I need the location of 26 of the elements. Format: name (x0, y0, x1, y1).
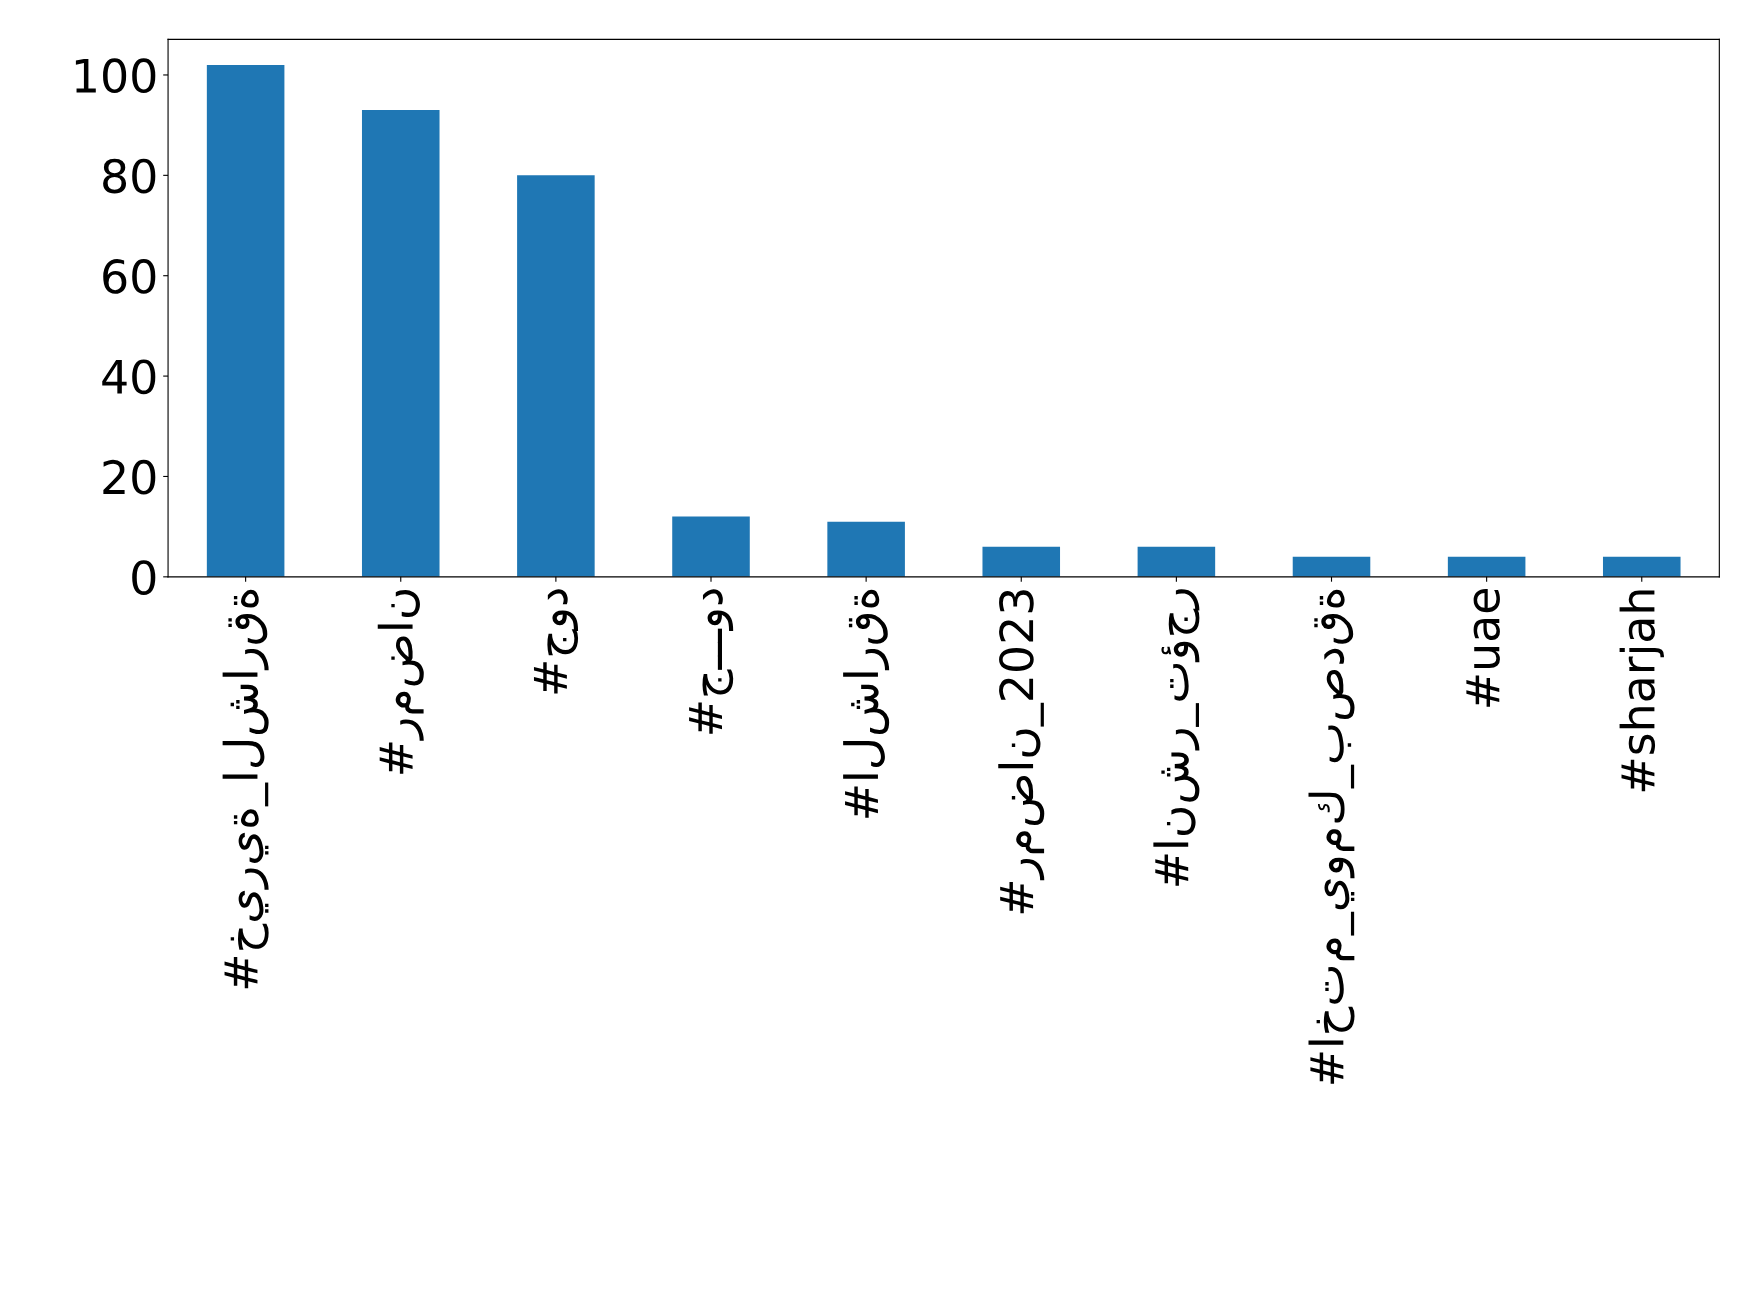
x-tick-label: #رمضان_2023 (998, 590, 1045, 914)
bar (517, 175, 595, 577)
y-tick-label: 60 (103, 259, 156, 294)
bar (672, 516, 750, 577)
x-tick-label: #خيرية_الشارقة (222, 589, 269, 989)
y-tick-label: 0 (132, 560, 156, 595)
x-tick-label: #انشر_تؤجر (1153, 589, 1200, 886)
bar (982, 546, 1061, 577)
x-tick-label: #رمضان (377, 589, 424, 774)
bar (361, 110, 440, 577)
bar (1447, 556, 1526, 577)
x-tick-label: #جـــود (689, 589, 734, 734)
x-tick-label: #uae (1466, 589, 1500, 707)
x-tick-label: #جود (533, 589, 579, 694)
bar (1292, 556, 1371, 577)
bar (1137, 546, 1216, 577)
bar (827, 521, 905, 577)
bar (206, 64, 285, 577)
x-tick-label: #sharjah (1619, 590, 1664, 792)
y-tick-label: 20 (103, 459, 156, 495)
x-tick-label: #الشارقة (843, 589, 890, 818)
x-tick-label: #اختم_يومك_بصدقة (1308, 589, 1355, 1084)
bar (1602, 556, 1681, 577)
y-tick-label: 100 (75, 58, 156, 94)
y-tick-label: 40 (102, 359, 156, 395)
y-tick-label: 80 (103, 158, 156, 194)
